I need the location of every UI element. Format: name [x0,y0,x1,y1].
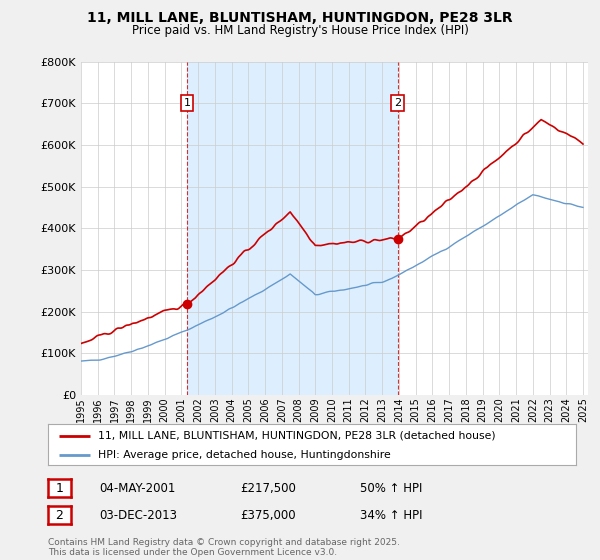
Text: £217,500: £217,500 [240,482,296,495]
Text: 50% ↑ HPI: 50% ↑ HPI [360,482,422,495]
Text: 11, MILL LANE, BLUNTISHAM, HUNTINGDON, PE28 3LR (detached house): 11, MILL LANE, BLUNTISHAM, HUNTINGDON, P… [98,431,496,441]
Text: 34% ↑ HPI: 34% ↑ HPI [360,508,422,522]
Text: 1: 1 [184,98,191,108]
Text: Price paid vs. HM Land Registry's House Price Index (HPI): Price paid vs. HM Land Registry's House … [131,24,469,37]
Text: 04-MAY-2001: 04-MAY-2001 [99,482,175,495]
Text: 11, MILL LANE, BLUNTISHAM, HUNTINGDON, PE28 3LR: 11, MILL LANE, BLUNTISHAM, HUNTINGDON, P… [87,11,513,25]
Bar [187,62,398,395]
Text: 1: 1 [55,482,64,495]
Text: 2: 2 [394,98,401,108]
Text: 03-DEC-2013: 03-DEC-2013 [99,508,177,522]
Text: 2: 2 [55,508,64,522]
Text: £375,000: £375,000 [240,508,296,522]
Text: Contains HM Land Registry data © Crown copyright and database right 2025.
This d: Contains HM Land Registry data © Crown c… [48,538,400,557]
Text: HPI: Average price, detached house, Huntingdonshire: HPI: Average price, detached house, Hunt… [98,450,391,460]
